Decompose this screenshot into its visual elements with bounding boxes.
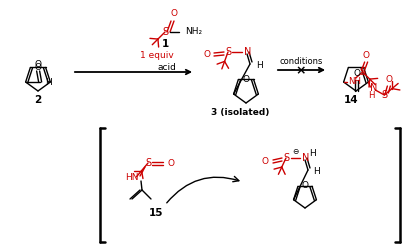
Text: O: O [171, 10, 177, 19]
Text: H: H [45, 78, 51, 87]
Text: 2: 2 [34, 95, 42, 105]
Text: S: S [381, 90, 388, 100]
Text: NH: NH [347, 77, 360, 85]
Text: O: O [243, 74, 249, 83]
Text: 14: 14 [344, 95, 358, 105]
Text: H: H [369, 91, 375, 100]
Text: ⊖: ⊖ [292, 148, 298, 156]
Text: NH₂: NH₂ [185, 27, 202, 35]
Text: conditions: conditions [279, 58, 323, 67]
Text: S: S [283, 153, 289, 163]
Text: 1 equiv: 1 equiv [140, 51, 174, 60]
Text: O: O [386, 74, 393, 83]
Text: S: S [360, 67, 366, 77]
Text: H: H [256, 61, 263, 71]
Text: O: O [301, 182, 309, 191]
Text: ×: × [296, 64, 306, 78]
Text: N: N [370, 83, 378, 93]
Text: 3 (isolated): 3 (isolated) [211, 109, 269, 118]
Text: 1: 1 [161, 39, 168, 49]
Text: N: N [302, 153, 309, 163]
Text: O: O [167, 159, 174, 167]
Text: H: H [309, 150, 316, 159]
Text: O: O [362, 51, 370, 60]
Text: O: O [353, 69, 360, 78]
Text: O: O [34, 62, 41, 71]
Text: S: S [162, 27, 168, 37]
Text: acid: acid [158, 62, 177, 71]
Text: S: S [145, 158, 151, 168]
Text: N: N [244, 47, 252, 57]
Text: O: O [203, 50, 210, 59]
Text: 15: 15 [149, 208, 163, 218]
Text: H: H [313, 167, 320, 176]
Text: O: O [262, 157, 269, 166]
Text: HN: HN [126, 173, 139, 182]
Text: S: S [225, 47, 231, 57]
Text: O: O [34, 60, 41, 69]
